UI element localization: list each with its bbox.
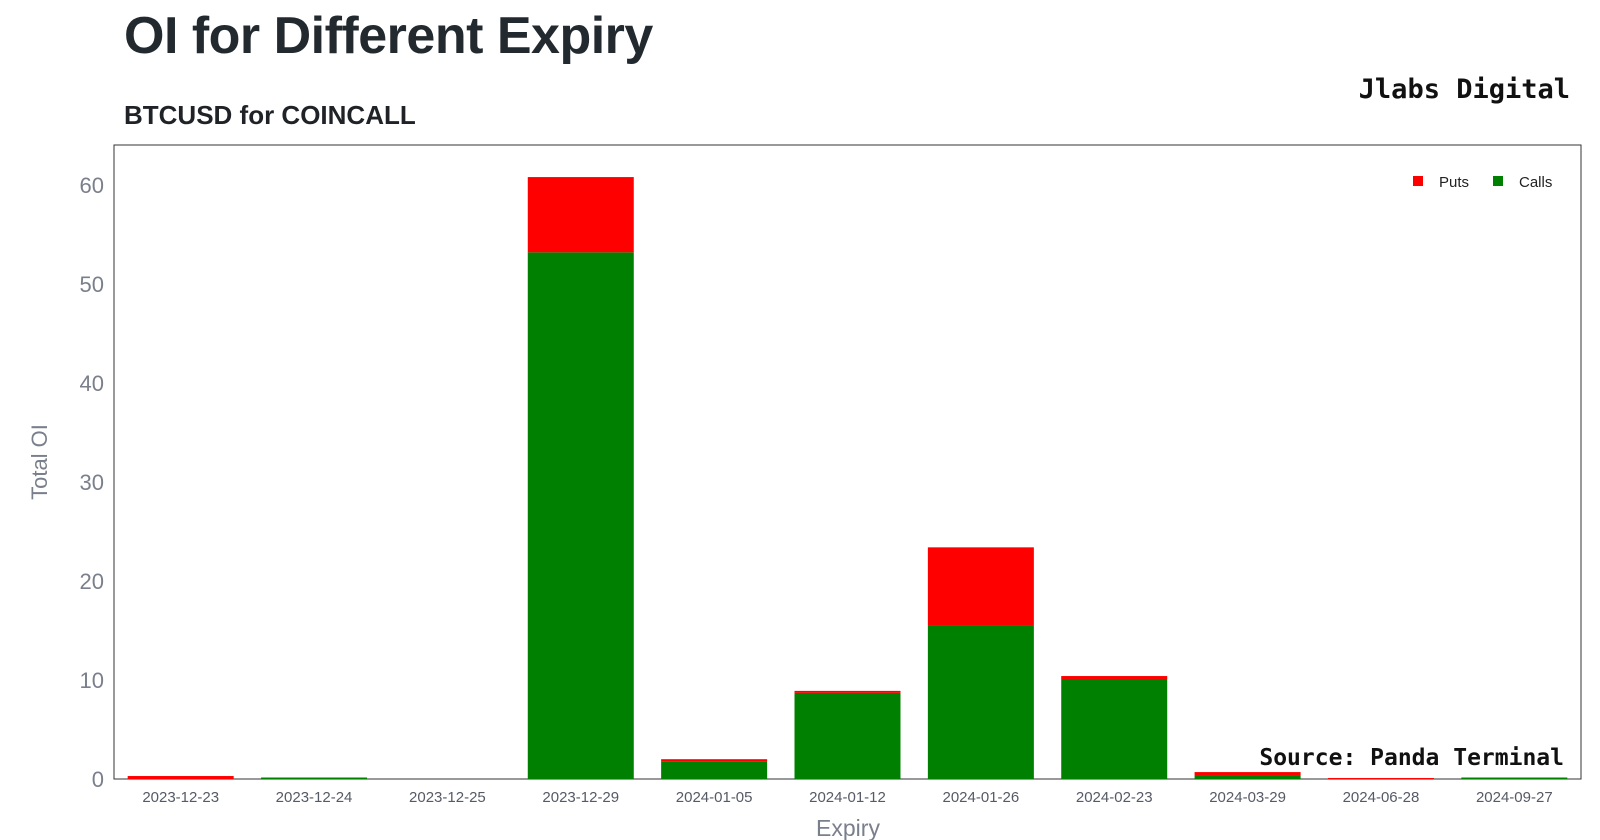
x-tick-label: 2024-09-27	[1476, 789, 1553, 806]
bar-calls-2024-01-26	[927, 625, 1034, 779]
bar-calls-2024-02-23	[1061, 679, 1168, 779]
legend-label-calls: Calls	[1519, 174, 1552, 191]
brand-label: Jlabs Digital	[1358, 74, 1570, 105]
y-tick-label: 60	[80, 173, 104, 198]
x-tick-label: 2023-12-24	[276, 789, 353, 806]
x-tick-label: 2024-01-12	[809, 789, 886, 806]
bar-puts-2024-01-26	[927, 547, 1034, 626]
x-tick-label: 2023-12-23	[142, 789, 219, 806]
x-tick-label: 2024-06-28	[1343, 789, 1420, 806]
bar-calls-2024-03-29	[1194, 775, 1301, 779]
x-tick-label: 2023-12-25	[409, 789, 486, 806]
x-tick-label: 2024-01-05	[676, 789, 753, 806]
source-annotation: Source: Panda Terminal	[1259, 745, 1564, 771]
bar-calls-2023-12-24	[261, 777, 368, 779]
chart-subtitle: BTCUSD for COINCALL	[124, 100, 416, 130]
legend-swatch-puts	[1413, 176, 1423, 186]
bar-puts-2024-06-28	[1327, 778, 1434, 779]
x-tick-label: 2024-03-29	[1209, 789, 1286, 806]
x-tick-label: 2024-01-26	[942, 789, 1019, 806]
bar-calls-2023-12-29	[527, 252, 634, 779]
bar-puts-2024-02-23	[1061, 676, 1168, 680]
bar-puts-2024-01-12	[794, 690, 901, 693]
y-tick-label: 20	[80, 569, 104, 594]
x-tick-label: 2023-12-29	[542, 789, 619, 806]
y-tick-label: 50	[80, 272, 104, 297]
bar-calls-2024-01-05	[661, 761, 768, 779]
x-axis-label: Expiry	[816, 815, 880, 840]
y-axis-label: Total OI	[27, 424, 52, 500]
y-tick-label: 30	[80, 470, 104, 495]
y-tick-label: 0	[92, 767, 104, 792]
legend-label-puts: Puts	[1439, 174, 1469, 191]
plot-frame	[113, 144, 1582, 780]
y-tick-label: 40	[80, 371, 104, 396]
bar-puts-2024-03-29	[1194, 772, 1301, 776]
chart-title: OI for Different Expiry	[124, 7, 653, 65]
bar-puts-2023-12-29	[527, 177, 634, 253]
bar-puts-2024-01-05	[661, 759, 768, 762]
bar-calls-2024-09-27	[1461, 777, 1568, 779]
y-tick-label: 10	[80, 668, 104, 693]
bar-calls-2024-01-12	[794, 692, 901, 779]
x-tick-label: 2024-02-23	[1076, 789, 1153, 806]
bar-puts-2023-12-23	[127, 776, 234, 779]
legend-swatch-calls	[1493, 176, 1503, 186]
